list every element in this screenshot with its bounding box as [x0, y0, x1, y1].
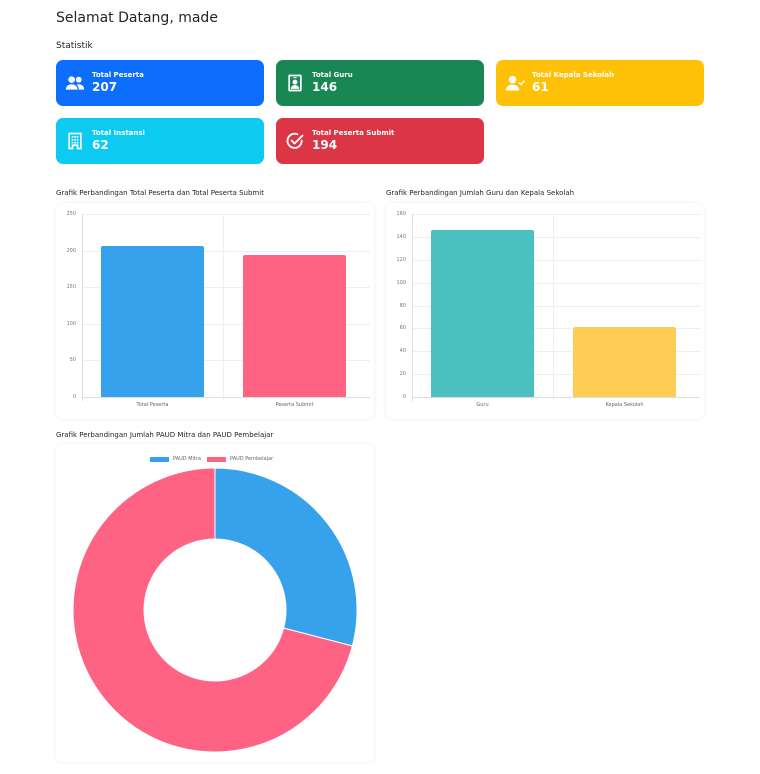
stat-value: 146: [312, 80, 338, 95]
building-icon: [64, 130, 86, 152]
legend-swatch: [150, 456, 169, 462]
chart-peserta: 250 200 150 100 50 0 Total Peserta Peser…: [56, 203, 374, 419]
chart-paud: PAUD Mitra PAUD Pembelajar: [56, 444, 374, 762]
badge-icon: [284, 72, 306, 94]
stat-card-total-kepala-sekolah: Total Kepala Sekolah 61: [496, 60, 704, 106]
check-circle-icon: [284, 130, 306, 152]
chart-guru: 160 140 120 100 80 60 40 20 0 Guru Kepal…: [386, 203, 704, 419]
legend-item-paud-mitra[interactable]: PAUD Mitra: [150, 456, 201, 462]
stat-value: 194: [312, 138, 338, 153]
doughnut-chart: [72, 467, 358, 753]
slice-paud-mitra[interactable]: [214, 467, 358, 647]
section-label-statistik: Statistik: [56, 41, 93, 51]
page-title: Selamat Datang, made: [56, 10, 218, 26]
user-check-icon: [504, 72, 526, 94]
bar-guru[interactable]: [431, 230, 534, 397]
stat-label: Total Kepala Sekolah: [532, 70, 615, 79]
bar-kepala-sekolah[interactable]: [573, 327, 676, 397]
stat-card-total-peserta: Total Peserta 207: [56, 60, 264, 106]
stat-value: 62: [92, 138, 109, 153]
chart-title-paud: Grafik Perbandingan Jumlah PAUD Mitra da…: [56, 431, 274, 439]
legend-item-paud-pembelajar[interactable]: PAUD Pembelajar: [207, 456, 273, 462]
bar-total-peserta[interactable]: [101, 245, 204, 397]
slice-paud-pembelajar[interactable]: [72, 467, 354, 753]
stat-label: Total Peserta: [92, 70, 144, 79]
stat-value: 207: [92, 80, 118, 95]
stat-card-total-guru: Total Guru 146: [276, 60, 484, 106]
stat-card-total-peserta-submit: Total Peserta Submit 194: [276, 118, 484, 164]
stat-value: 61: [532, 80, 549, 95]
users-icon: [64, 72, 86, 94]
chart-title-guru: Grafik Perbandingan Jumlah Guru dan Kepa…: [386, 189, 575, 197]
stat-label: Total Peserta Submit: [312, 128, 395, 137]
bar-peserta-submit[interactable]: [243, 255, 346, 397]
chart-legend: PAUD Mitra PAUD Pembelajar: [150, 456, 279, 462]
stat-label: Total Guru: [312, 70, 353, 79]
legend-swatch: [207, 456, 226, 462]
stat-card-total-instansi: Total Instansi 62: [56, 118, 264, 164]
stat-label: Total Instansi: [92, 128, 145, 137]
chart-title-peserta: Grafik Perbandingan Total Peserta dan To…: [56, 189, 264, 197]
